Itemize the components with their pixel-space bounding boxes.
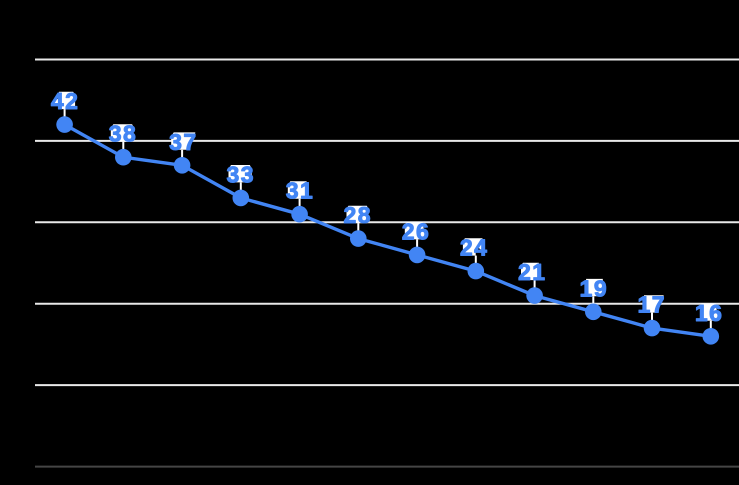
svg-text:33: 33	[226, 161, 255, 187]
svg-text:16: 16	[695, 300, 724, 326]
svg-text:42: 42	[51, 88, 80, 114]
svg-text:38: 38	[109, 121, 138, 147]
svg-text:17: 17	[637, 292, 666, 318]
svg-text:19: 19	[580, 275, 609, 301]
svg-text:26: 26	[402, 218, 431, 244]
svg-text:21: 21	[518, 259, 547, 285]
svg-text:28: 28	[343, 202, 372, 228]
svg-text:37: 37	[169, 129, 198, 155]
svg-text:24: 24	[460, 235, 489, 261]
svg-text:31: 31	[286, 178, 315, 204]
